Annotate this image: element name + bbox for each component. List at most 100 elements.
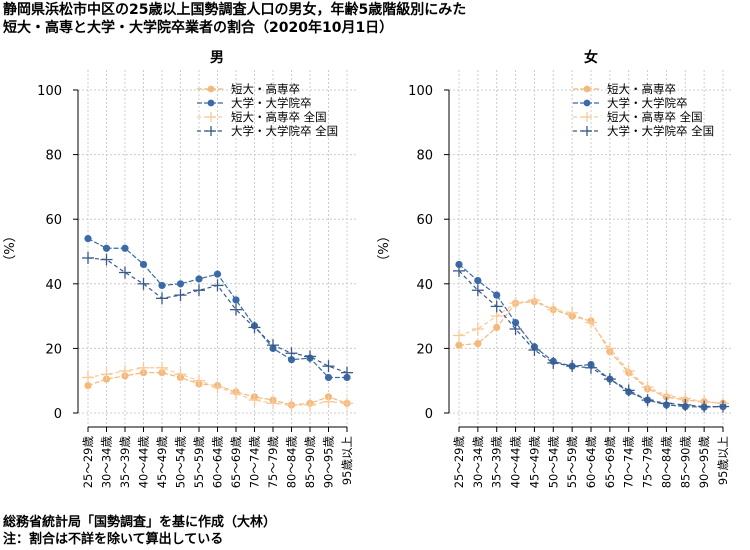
x-tick-label: 45～49歳	[155, 436, 169, 489]
data-point-daigaku	[158, 281, 166, 290]
x-tick-label: 30～34歳	[471, 436, 485, 489]
data-point-tandai_national	[341, 397, 353, 410]
chart-panel-female: 女 0 20 40 60 80 100 （%） 25～29歳 30～34歳 35～39歳 40～44歳…	[377, 49, 733, 488]
data-point-daigaku_national	[509, 323, 522, 336]
x-tick-label: 80～84歳	[659, 436, 673, 489]
x-tick-label: 65～69歳	[229, 436, 243, 489]
legend-marker	[583, 85, 591, 93]
data-point-daigaku	[287, 356, 296, 364]
data-point-tandai_national	[193, 374, 205, 387]
x-tick-label: 35～39歳	[118, 436, 132, 489]
x-tick-label: 70～74歳	[622, 436, 636, 489]
y-tick-label: 80	[416, 149, 433, 164]
x-tick-label: 65～69歳	[603, 436, 617, 489]
data-point-tandai	[455, 341, 463, 349]
data-point-daigaku	[176, 280, 185, 288]
data-point-tandai_national	[453, 329, 465, 342]
x-tick-label: 40～44歳	[509, 436, 523, 489]
data-point-daigaku_national	[603, 373, 616, 386]
data-point-daigaku_national	[453, 264, 465, 277]
panel-title: 男	[210, 50, 224, 66]
data-point-daigaku	[232, 296, 240, 304]
x-tick-label: 75～79歳	[641, 436, 655, 489]
x-tick-label: 85～90歳	[678, 436, 692, 489]
series-line-daigaku	[458, 263, 724, 408]
x-tick-label: 85～90歳	[303, 436, 317, 489]
data-point-tandai_national	[322, 395, 335, 408]
data-point-daigaku_national	[156, 292, 168, 305]
data-point-daigaku	[121, 244, 129, 252]
data-point-daigaku_national	[174, 289, 187, 302]
data-point-daigaku_national	[585, 361, 597, 374]
y-tick-label: 60	[45, 213, 62, 228]
data-point-daigaku	[324, 373, 333, 382]
data-point-daigaku_national	[547, 356, 560, 369]
data-point-tandai	[474, 339, 482, 348]
data-point-daigaku	[493, 291, 501, 299]
data-point-tandai_national	[641, 381, 654, 394]
data-point-daigaku_national	[267, 339, 279, 352]
data-point-tandai_national	[471, 323, 484, 336]
data-point-tandai_national	[304, 398, 316, 411]
legend-label: 短大・高専卒	[607, 82, 676, 96]
data-point-daigaku_national	[341, 366, 353, 379]
y-tick-label: 0	[425, 407, 433, 422]
legend-marker	[207, 99, 215, 107]
legend-label: 短大・高専卒 全国	[231, 110, 327, 124]
data-point-daigaku_national	[660, 397, 673, 410]
x-tick-label: 90～95歳	[697, 436, 711, 489]
data-point-daigaku	[213, 270, 222, 278]
series-line-tandai	[458, 300, 724, 404]
y-axis-label: （%）	[377, 229, 392, 267]
data-point-daigaku_national	[566, 360, 579, 373]
x-tick-label: 80～84歳	[285, 436, 299, 489]
data-point-tandai_national	[267, 397, 279, 410]
data-point-daigaku	[102, 244, 111, 252]
data-point-daigaku_national	[528, 344, 541, 357]
legend-label: 大学・大学院卒	[231, 96, 312, 110]
data-point-tandai_national	[622, 365, 635, 378]
data-point-tandai_national	[174, 368, 187, 381]
data-point-daigaku_national	[698, 400, 711, 413]
x-tick-label: 50～54歳	[546, 436, 560, 489]
data-point-daigaku_national	[193, 284, 205, 297]
x-tick-label: 45～49歳	[527, 436, 541, 489]
legend-label: 短大・高専卒 全国	[607, 110, 703, 124]
x-tick-label: 95歳以上	[716, 436, 730, 485]
data-point-tandai_national	[547, 303, 560, 316]
data-point-daigaku	[455, 260, 463, 269]
chart-panel-male: 男 0 20 40 60 80 100 （%） 25～29歳 30～34歳 35～39歳 40～44歳…	[3, 50, 357, 488]
data-point-daigaku_national	[717, 400, 729, 413]
legend-marker	[207, 85, 215, 93]
data-point-tandai_national	[528, 293, 541, 306]
source-note: 総務省統計局「国勢調査」を基に作成（大林） 注：割合は不詳を除いて算出している	[3, 514, 276, 548]
data-point-tandai	[84, 381, 92, 390]
y-tick-label: 20	[416, 342, 433, 357]
data-point-daigaku	[84, 234, 92, 243]
data-point-tandai_national	[285, 398, 298, 411]
data-point-daigaku	[139, 260, 148, 269]
x-tick-label: 50～54歳	[174, 436, 188, 489]
panel-title: 女	[584, 49, 598, 66]
y-tick-label: 40	[45, 278, 62, 293]
y-tick-label: 100	[408, 84, 433, 99]
x-tick-label: 70～74歳	[248, 436, 262, 489]
data-point-tandai_national	[566, 306, 579, 319]
y-tick-label: 20	[45, 342, 62, 357]
data-point-tandai_national	[230, 387, 242, 400]
legend-label: 大学・大学院卒	[607, 96, 688, 110]
data-point-tandai_national	[603, 342, 616, 355]
data-point-daigaku_national	[230, 303, 242, 316]
title-line-2: 短大・高専と大学・大学院卒業者の割合（2020年10月1日）	[3, 20, 394, 36]
data-point-tandai_national	[82, 371, 94, 384]
legend-label: 大学・大学院卒 全国	[231, 124, 338, 138]
data-point-daigaku_national	[490, 300, 503, 313]
x-tick-label: 35～39歳	[490, 436, 504, 489]
x-tick-label: 25～29歳	[81, 436, 95, 489]
y-tick-label: 80	[45, 149, 62, 164]
data-point-daigaku	[511, 318, 520, 327]
y-tick-label: 0	[54, 407, 62, 422]
